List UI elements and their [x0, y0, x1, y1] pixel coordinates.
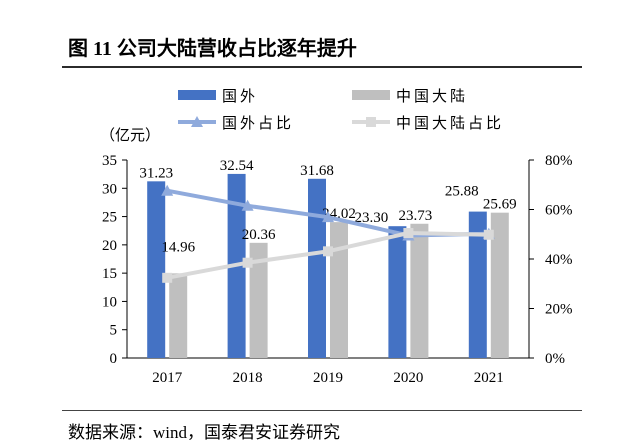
source-note: 数据来源：wind，国泰君安证券研究	[68, 423, 340, 442]
y-tick-label: 35	[102, 153, 117, 169]
data-label-overseas: 31.23	[139, 165, 173, 181]
bar-overseas	[388, 226, 407, 358]
legend-swatch	[178, 90, 216, 100]
legend-marker-square	[366, 117, 376, 127]
bar-overseas	[468, 211, 487, 358]
y2-tick-label: 0%	[545, 351, 565, 367]
marker-square	[483, 229, 494, 240]
data-label-mainland: 20.36	[242, 227, 276, 243]
y-tick-label: 5	[110, 323, 118, 339]
y-tick-label: 15	[102, 266, 117, 282]
title-divider	[62, 66, 582, 68]
bar-mainland	[490, 212, 509, 358]
y-tick-label: 30	[102, 181, 117, 197]
data-label-mainland: 14.96	[161, 239, 195, 255]
marker-triangle	[241, 199, 254, 211]
bar-mainland	[249, 242, 268, 358]
legend-label: 国外	[222, 88, 258, 105]
legend-label: 国外占比	[222, 115, 294, 132]
y-tick-label: 0	[110, 351, 118, 367]
legend-marker-triangle	[191, 116, 203, 127]
y-tick-label: 20	[102, 238, 117, 254]
bar-overseas	[308, 178, 326, 358]
x-tick-label: 2018	[233, 370, 263, 386]
data-label-mainland: 25.69	[483, 197, 517, 213]
marker-square	[403, 228, 414, 239]
legend-label: 中国大陆占比	[396, 115, 504, 132]
figure-title: 图 11 公司大陆营收占比逐年提升	[68, 38, 357, 60]
data-label-mainland: 23.73	[399, 208, 433, 224]
marker-triangle	[322, 211, 334, 223]
y-tick-label: 25	[102, 210, 117, 226]
bar-mainland	[169, 273, 188, 358]
bar-overseas	[147, 181, 166, 358]
bar-mainland	[330, 222, 348, 358]
marker-square	[162, 272, 173, 283]
y2-tick-label: 40%	[545, 252, 573, 268]
data-label-overseas: 31.68	[300, 163, 334, 179]
marker-triangle	[161, 184, 174, 196]
data-label-overseas: 23.30	[355, 210, 389, 226]
x-tick-label: 2021	[474, 370, 504, 386]
data-label-overseas: 25.88	[445, 184, 479, 200]
marker-square	[242, 257, 253, 268]
legend-label: 中国大陆	[396, 88, 468, 105]
marker-square	[323, 246, 333, 257]
bar-mainland	[410, 223, 429, 358]
legend-swatch	[352, 90, 390, 100]
x-tick-label: 2019	[313, 370, 343, 386]
y2-tick-label: 80%	[545, 153, 573, 169]
source-divider	[62, 410, 582, 411]
data-label-overseas: 32.54	[220, 158, 254, 174]
y-tick-label: 10	[102, 294, 117, 310]
y2-tick-label: 20%	[545, 302, 573, 318]
y-axis-label: （亿元）	[100, 127, 160, 144]
x-tick-label: 2017	[152, 370, 183, 386]
y2-tick-label: 60%	[545, 203, 573, 219]
x-tick-label: 2020	[393, 370, 423, 386]
